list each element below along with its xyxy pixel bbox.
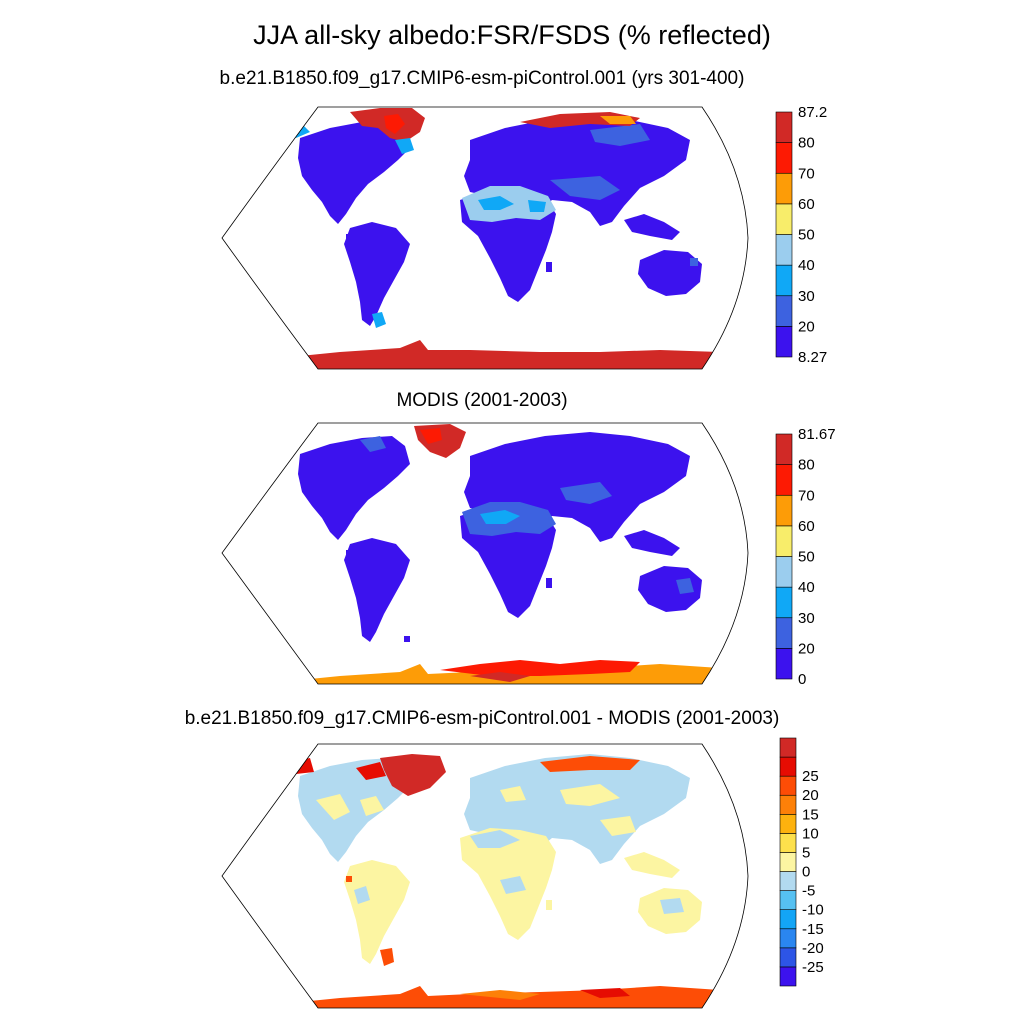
colorbar-swatch bbox=[779, 852, 797, 872]
colorbar-tick-label: 25 bbox=[802, 768, 819, 785]
colorbar-tick-label: 40 bbox=[798, 257, 815, 274]
colorbar-swatch bbox=[779, 756, 797, 777]
colorbar-swatch bbox=[779, 947, 797, 968]
panel-2-north-america bbox=[298, 436, 410, 540]
colorbar-swatch bbox=[775, 433, 793, 465]
colorbar-tick-label: 87.2 bbox=[798, 104, 827, 121]
colorbar-tick-label: 15 bbox=[802, 806, 819, 823]
figure-title: JJA all-sky albedo:FSR/FSDS (% reflected… bbox=[253, 20, 771, 50]
colorbar-swatch bbox=[775, 264, 793, 297]
panel-3-south-america bbox=[344, 860, 410, 964]
colorbar-tick-label: -20 bbox=[802, 940, 824, 957]
colorbar-swatch bbox=[775, 234, 793, 266]
colorbar-swatch bbox=[775, 142, 793, 174]
panel-1-south-america bbox=[344, 222, 410, 326]
colorbar-tick-label: -25 bbox=[802, 959, 824, 976]
colorbar-tick-label: 70 bbox=[798, 165, 815, 182]
panel-2-south-america bbox=[344, 538, 410, 642]
colorbar-tick-label: -10 bbox=[802, 902, 824, 919]
colorbar-swatch bbox=[775, 295, 793, 327]
colorbar-swatch bbox=[779, 814, 797, 834]
panel-1-antarctica bbox=[280, 340, 748, 369]
colorbar-swatch bbox=[775, 464, 793, 496]
colorbar-swatch bbox=[779, 871, 797, 891]
colorbar-tick-label: 81.67 bbox=[798, 426, 836, 443]
panel-3-colorbar: -25 -20 -15 -10 -5 0 5 10 15 20 25 bbox=[779, 737, 824, 987]
panel-2-australia bbox=[638, 566, 702, 612]
colorbar-swatch bbox=[775, 203, 793, 235]
colorbar-tick-label: 20 bbox=[802, 787, 819, 804]
panel-3-greenland bbox=[380, 754, 446, 796]
panel-1-colorbar: 8.27 20 30 40 50 60 70 80 87.2 bbox=[775, 104, 827, 366]
panel-1-australia bbox=[638, 250, 702, 296]
colorbar-swatch bbox=[775, 525, 793, 557]
colorbar-tick-label: 0 bbox=[802, 864, 810, 881]
panel-1-map-border bbox=[221, 106, 749, 370]
panel-2-antarctica bbox=[280, 664, 748, 684]
colorbar-tick-label: 10 bbox=[802, 825, 819, 842]
colorbar-tick-label: 50 bbox=[798, 549, 815, 566]
colorbar-tick-label: 0 bbox=[798, 671, 806, 688]
colorbar-tick-label: -15 bbox=[802, 921, 824, 938]
colorbar-tick-label: -5 bbox=[802, 883, 815, 900]
panel-3-antarctica bbox=[280, 986, 748, 1008]
colorbar-swatch bbox=[779, 794, 797, 815]
panel-3-north-america bbox=[298, 758, 410, 862]
colorbar-swatch bbox=[775, 111, 793, 143]
colorbar-swatch bbox=[779, 909, 797, 930]
colorbar-swatch bbox=[779, 775, 797, 796]
colorbar-tick-label: 5 bbox=[802, 844, 810, 861]
colorbar-swatch bbox=[775, 326, 793, 358]
colorbar-tick-label: 50 bbox=[798, 227, 815, 244]
colorbar-tick-label: 20 bbox=[798, 640, 815, 657]
panel-1-north-america bbox=[298, 120, 410, 224]
colorbar-tick-label: 80 bbox=[798, 457, 815, 474]
colorbar-tick-label: 80 bbox=[798, 135, 815, 152]
colorbar-swatch bbox=[779, 890, 797, 910]
panel-2-map-border bbox=[221, 422, 749, 685]
panel-2-subtitle: MODIS (2001-2003) bbox=[396, 390, 568, 411]
colorbar-tick-label: 30 bbox=[798, 288, 815, 305]
panel-3-map-border bbox=[221, 743, 749, 1009]
colorbar-tick-label: 40 bbox=[798, 579, 815, 596]
colorbar-swatch bbox=[779, 833, 797, 853]
colorbar-tick-label: 8.27 bbox=[798, 349, 827, 366]
colorbar-swatch bbox=[775, 617, 793, 649]
colorbar-tick-label: 70 bbox=[798, 487, 815, 504]
colorbar-tick-label: 60 bbox=[798, 196, 815, 213]
panel-1-subtitle: b.e21.B1850.f09_g17.CMIP6-esm-piControl.… bbox=[219, 68, 745, 89]
colorbar-swatch bbox=[775, 586, 793, 619]
colorbar-swatch bbox=[779, 966, 797, 987]
colorbar-swatch bbox=[779, 737, 797, 758]
colorbar-tick-label: 30 bbox=[798, 610, 815, 627]
panel-2-colorbar: 0 20 30 40 50 60 70 80 81.67 bbox=[775, 426, 836, 688]
colorbar-tick-label: 60 bbox=[798, 518, 815, 535]
colorbar-swatch bbox=[775, 172, 793, 205]
colorbar-swatch bbox=[779, 928, 797, 949]
panel-3-subtitle: b.e21.B1850.f09_g17.CMIP6-esm-piControl.… bbox=[184, 708, 780, 729]
colorbar-swatch bbox=[775, 648, 793, 680]
colorbar-tick-label: 20 bbox=[798, 318, 815, 335]
colorbar-swatch bbox=[775, 494, 793, 527]
colorbar-swatch bbox=[775, 556, 793, 588]
